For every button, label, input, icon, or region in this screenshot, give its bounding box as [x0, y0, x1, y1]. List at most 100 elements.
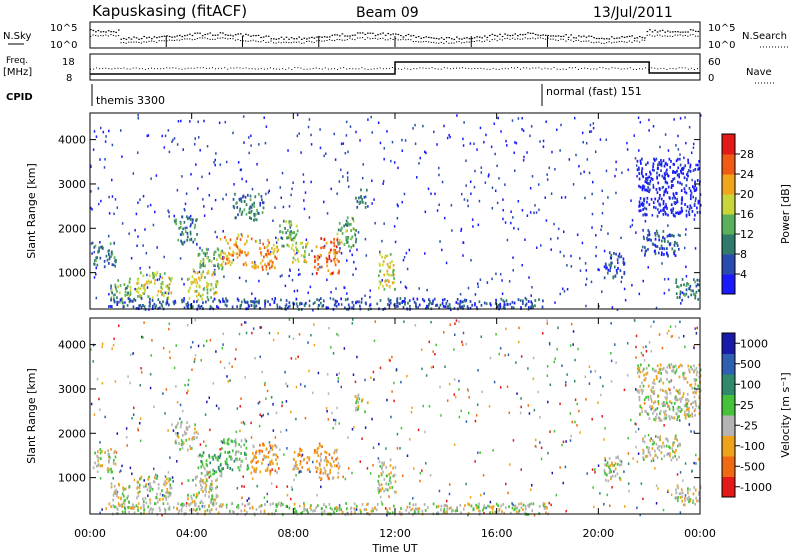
heatmap-cell: [251, 237, 253, 240]
scatter-cell: [561, 365, 563, 368]
heatmap-cell: [684, 404, 686, 407]
heatmap-cell: [409, 502, 411, 505]
scatter-cell: [522, 209, 524, 212]
noise-point: [598, 38, 600, 39]
heatmap-cell: [687, 487, 689, 490]
scatter-cell: [183, 300, 185, 303]
heatmap-cell: [154, 282, 156, 285]
heatmap-cell: [657, 182, 659, 185]
scatter-cell: [330, 297, 332, 300]
scatter-cell: [100, 477, 102, 480]
noise-point: [652, 31, 654, 32]
heatmap-cell: [283, 220, 285, 223]
heatmap-cell: [688, 287, 690, 290]
heatmap-cell: [251, 206, 253, 209]
scatter-cell: [351, 254, 353, 257]
noise-point: [331, 35, 333, 36]
heatmap-cell: [308, 468, 310, 471]
scatter-cell: [203, 440, 205, 443]
scatter-cell: [640, 121, 642, 124]
heatmap-cell: [546, 507, 548, 510]
heatmap-cell: [329, 471, 331, 474]
heatmap-cell: [164, 480, 166, 483]
scatter-cell: [505, 483, 507, 486]
noise-search-point: [359, 37, 360, 38]
heatmap-cell: [293, 257, 295, 260]
heatmap-cell: [124, 503, 126, 506]
heatmap-cell: [688, 500, 690, 503]
heatmap-cell: [422, 298, 424, 301]
noise-search-point: [105, 34, 106, 35]
heatmap-cell: [260, 262, 262, 265]
nave-point: [670, 68, 671, 69]
heatmap-cell: [644, 441, 646, 444]
heatmap-cell: [612, 464, 614, 467]
heatmap-cell: [316, 470, 318, 473]
noise-point: [459, 38, 461, 39]
heatmap-cell: [240, 510, 242, 513]
scatter-cell: [576, 424, 578, 427]
noise-search-point: [636, 41, 637, 42]
noise-point: [408, 34, 410, 35]
scatter-cell: [203, 344, 205, 347]
scatter-cell: [252, 477, 254, 480]
heatmap-cell: [679, 158, 681, 161]
nave-point: [243, 68, 244, 69]
nave-point: [560, 69, 561, 70]
scatter-cell: [694, 396, 696, 399]
scatter-cell: [95, 273, 97, 276]
noise-search-point: [174, 40, 175, 41]
noise-search-point: [90, 36, 91, 37]
scatter-cell: [320, 147, 322, 150]
heatmap-cell: [256, 240, 258, 243]
heatmap-cell: [264, 456, 266, 459]
scatter-cell: [130, 353, 132, 356]
heatmap-cell: [677, 496, 679, 499]
heatmap-cell: [96, 256, 98, 259]
noise-point: [270, 38, 272, 39]
noise-search-point: [441, 42, 442, 43]
heatmap-cell: [659, 197, 661, 200]
heatmap-cell: [284, 227, 286, 230]
heatmap-cell: [387, 270, 389, 273]
heatmap-cell: [187, 235, 189, 238]
scatter-cell: [653, 321, 655, 324]
heatmap-cell: [189, 509, 191, 512]
heatmap-cell: [224, 252, 226, 255]
noise-point: [616, 38, 618, 39]
heatmap-cell: [183, 442, 185, 445]
noise-point: [624, 37, 626, 38]
noise-point: [100, 31, 102, 32]
nave-point: [551, 69, 552, 70]
heatmap-cell: [110, 285, 112, 288]
scatter-cell: [513, 227, 515, 230]
heatmap-cell: [138, 291, 140, 294]
noise-point: [189, 34, 191, 35]
heatmap-cell: [648, 182, 650, 185]
heatmap-cell: [479, 510, 481, 513]
heatmap-cell: [293, 239, 295, 242]
heatmap-cell: [122, 511, 124, 514]
heatmap-cell: [196, 295, 198, 298]
heatmap-cell: [233, 511, 235, 514]
scatter-cell: [403, 259, 405, 262]
noise-search-point: [398, 39, 399, 40]
scatter-cell: [277, 332, 279, 335]
heatmap-cell: [330, 463, 332, 466]
scatter-cell: [356, 508, 358, 511]
heatmap-cell: [361, 198, 363, 201]
heatmap-cell: [110, 305, 112, 308]
noise-point: [90, 29, 92, 30]
scatter-cell: [289, 318, 291, 321]
scatter-cell: [288, 275, 290, 278]
heatmap-cell: [694, 168, 696, 171]
heatmap-cell: [697, 298, 699, 301]
noise-point: [677, 31, 679, 32]
scatter-cell: [647, 266, 649, 269]
heatmap-cell: [379, 253, 381, 256]
noise-point: [260, 37, 262, 38]
noise-point: [291, 37, 293, 38]
heatmap-cell: [687, 175, 689, 178]
nave-point: [459, 68, 460, 69]
scatter-cell: [673, 118, 675, 121]
